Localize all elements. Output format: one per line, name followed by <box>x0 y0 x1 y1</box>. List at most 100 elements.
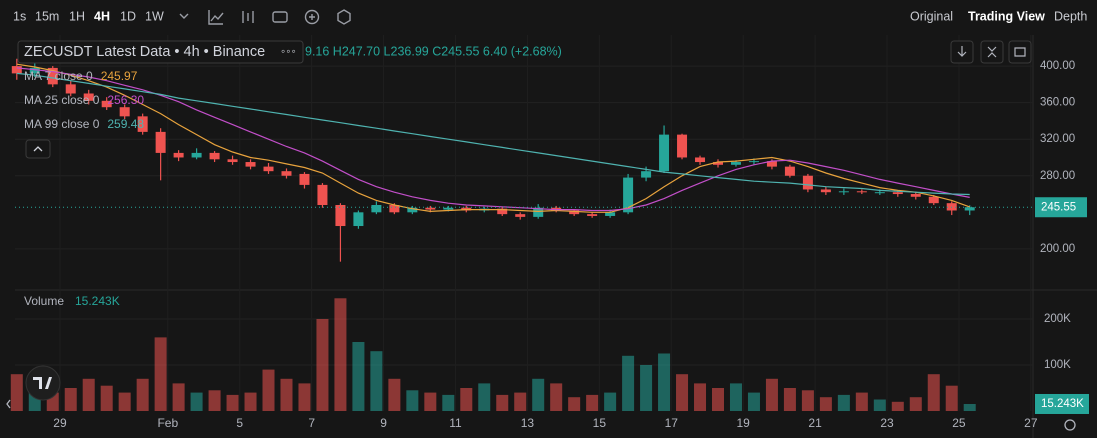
volume-bar <box>226 394 239 411</box>
volume-bar <box>100 385 113 411</box>
volume-bar <box>478 383 491 411</box>
volume-last-label: 15.243K <box>1041 398 1084 410</box>
volume-bar <box>927 374 940 411</box>
legend-label: MA 25 close 0 <box>24 93 100 107</box>
candle-body <box>856 191 867 193</box>
volume-bar <box>640 364 653 411</box>
candle-body <box>173 152 184 158</box>
volume-bar <box>136 378 149 411</box>
legend-value: 256.30 <box>107 93 144 107</box>
candle-body <box>425 207 436 210</box>
y-tick-label: 400.00 <box>1040 60 1075 72</box>
add-icon[interactable] <box>304 9 320 25</box>
settings-icon[interactable] <box>337 9 351 25</box>
candle-body <box>874 192 885 194</box>
interval[interactable]: 1D <box>120 9 136 23</box>
interval-active[interactable]: 4H <box>94 9 110 23</box>
candle-body <box>784 166 795 176</box>
x-tick-label: 5 <box>236 416 243 430</box>
volume-bar <box>298 383 311 411</box>
volume-bars <box>10 298 976 411</box>
x-tick-label: 29 <box>53 416 67 430</box>
candle-body <box>605 212 616 216</box>
collapse-button[interactable] <box>25 139 51 159</box>
ma-line <box>16 67 970 212</box>
settings-gear[interactable] <box>1064 419 1076 431</box>
interval[interactable]: 1H <box>69 9 85 23</box>
logo <box>25 365 61 401</box>
candle-icon[interactable] <box>242 11 254 23</box>
interval[interactable]: 15m <box>35 9 59 23</box>
candle-body <box>964 207 975 211</box>
candle-body <box>623 177 634 213</box>
volume-bar <box>424 392 437 411</box>
header-button[interactable] <box>980 40 1004 64</box>
volume-bar <box>694 383 707 411</box>
volume-bar <box>622 355 635 411</box>
candle-body <box>29 67 40 74</box>
view-tab[interactable]: Original <box>910 9 953 23</box>
candle-body <box>659 134 670 172</box>
candle-body <box>587 214 598 216</box>
indicator-icon[interactable] <box>208 10 224 25</box>
volume-bar <box>550 383 563 411</box>
volume-last-box <box>1035 393 1089 414</box>
volume-bar <box>532 378 545 411</box>
x-tick-label: 13 <box>521 416 535 430</box>
volume-bar <box>154 337 167 411</box>
view-tab[interactable]: Depth <box>1054 9 1087 23</box>
volume-bar <box>118 392 131 411</box>
candle-body <box>299 173 310 185</box>
volume-tick-label: 100K <box>1044 359 1071 371</box>
volume-bar <box>604 392 617 411</box>
candle-body <box>928 196 939 204</box>
x-tick-label: 15 <box>593 416 607 430</box>
ohlc-text: 9.16 H247.70 L236.99 C245.55 6.40 (+2.68… <box>305 44 562 58</box>
volume-bar <box>568 397 581 411</box>
candle-body <box>695 157 706 163</box>
x-tick-label: 21 <box>808 416 822 430</box>
x-tick-label: Feb <box>157 416 178 430</box>
symbol-box[interactable] <box>17 40 304 64</box>
volume-bar <box>280 378 293 411</box>
candle-body <box>155 131 166 153</box>
candle-body <box>227 159 238 163</box>
candle-body <box>730 162 741 165</box>
volume-bar <box>460 387 473 411</box>
more-icon[interactable]: ◦◦◦ <box>281 44 297 58</box>
ma-line <box>16 63 970 213</box>
header-button[interactable] <box>1008 40 1032 64</box>
dropdown-icon[interactable] <box>179 13 189 19</box>
candle-body <box>335 205 346 227</box>
candle-body <box>11 66 22 74</box>
y-tick-label: 360.00 <box>1040 97 1075 109</box>
y-tick-label: 200.00 <box>1040 243 1075 255</box>
view-tab-active[interactable]: Trading View <box>968 9 1045 23</box>
candle-body <box>641 171 652 178</box>
x-tick-label: 19 <box>736 416 750 430</box>
interval[interactable]: 1W <box>145 9 164 23</box>
volume-bar <box>334 298 347 411</box>
x-tick-label: 23 <box>880 416 894 430</box>
candle-body <box>497 208 508 215</box>
candle-body <box>766 161 777 167</box>
volume-bar <box>676 374 689 411</box>
volume-tick-label: 200K <box>1044 313 1071 325</box>
volume-bar <box>316 318 329 411</box>
volume-bar <box>388 378 401 411</box>
volume-bar <box>747 392 760 411</box>
candle-body <box>515 214 526 217</box>
candle-body <box>191 152 202 158</box>
volume-bar <box>406 390 419 411</box>
volume-bar <box>172 383 185 411</box>
candle-body <box>137 116 148 132</box>
candle-body <box>353 212 364 227</box>
volume-bar <box>658 353 671 411</box>
camera-icon[interactable] <box>272 11 288 23</box>
volume-bar <box>945 385 958 411</box>
legend-label: MA 7 close 0 <box>24 69 93 83</box>
volume-bar <box>514 392 527 411</box>
interval[interactable]: 1s <box>13 9 26 23</box>
scroll-left[interactable] <box>6 399 11 409</box>
